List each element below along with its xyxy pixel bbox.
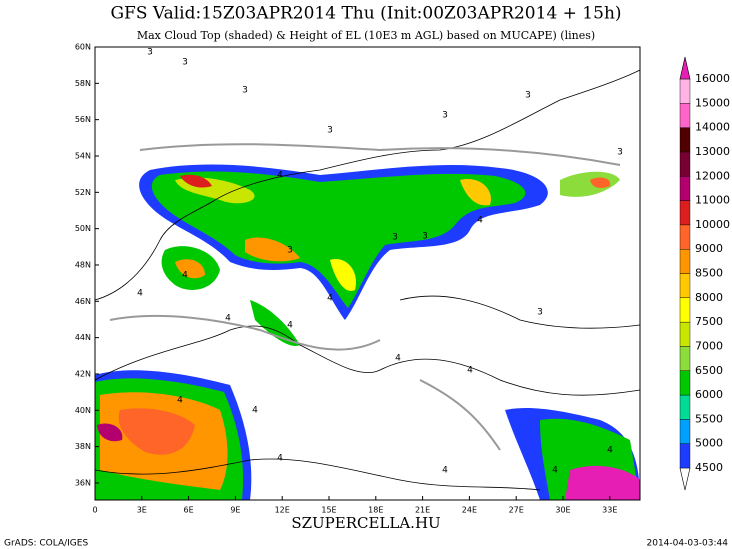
colorbar-label: 11000	[695, 194, 730, 207]
colorbar-label: 8000	[695, 291, 723, 304]
contour-label: 4	[552, 466, 558, 476]
contour-label: 3	[242, 86, 248, 96]
lon-label: 6E	[184, 506, 194, 515]
lon-label: 18E	[368, 506, 383, 515]
lat-label: 58N	[75, 79, 91, 88]
contour-label: 4	[277, 454, 283, 464]
colorbar-label: 10000	[695, 218, 730, 231]
lat-label: 44N	[75, 333, 91, 342]
colorbar-end	[679, 56, 691, 80]
colorbar-label: 4500	[695, 461, 723, 474]
colorbar-end	[679, 467, 691, 491]
colorbar-label: 13000	[695, 145, 730, 158]
colorbar-segment	[679, 78, 691, 104]
colorbar-label: 15000	[695, 96, 730, 109]
colorbar-label: 16000	[695, 72, 730, 85]
contour-label: 4	[442, 466, 448, 476]
map-area	[94, 46, 641, 501]
colorbar-segment	[679, 273, 691, 299]
contour-label: 4	[137, 289, 143, 299]
colorbar-segment	[679, 394, 691, 420]
contour-label: 4	[177, 396, 183, 406]
lon-label: 27E	[509, 506, 524, 515]
lat-label: 40N	[75, 406, 91, 415]
contour-label: 4	[477, 216, 483, 226]
lon-label: 12E	[275, 506, 290, 515]
colorbar-label: 5500	[695, 412, 723, 425]
lon-label: 33E	[602, 506, 617, 515]
contour-label: 4	[607, 446, 613, 456]
contour-label: 4	[252, 406, 258, 416]
lon-label: 21E	[415, 506, 430, 515]
contour-label: 3	[147, 48, 153, 58]
shading	[95, 164, 640, 500]
contour-label: 3	[442, 111, 448, 121]
contour-label: 4	[225, 314, 231, 324]
contour-label: 4	[287, 321, 293, 331]
colorbar-label: 7500	[695, 315, 723, 328]
el-contours	[109, 143, 621, 451]
lat-label: 56N	[75, 115, 91, 124]
contour-label: 3	[617, 148, 623, 158]
map-frame	[94, 46, 641, 501]
colorbar-segment	[679, 346, 691, 371]
title: GFS Valid:15Z03APR2014 Thu (Init:00Z03AP…	[110, 4, 621, 24]
lat-label: 60N	[75, 43, 91, 52]
lon-label: 9E	[230, 506, 240, 515]
contour-label: 4	[395, 354, 401, 364]
colorbar-segment	[679, 200, 691, 226]
contour-label: 4	[327, 294, 333, 304]
contour-label: 4	[467, 366, 473, 376]
contour-label: 3	[327, 126, 333, 136]
colorbar-segment	[679, 370, 691, 396]
colorbar-segment	[679, 248, 691, 274]
contour-label: 3	[287, 246, 293, 256]
colorbar-segment	[679, 419, 691, 444]
colorbar-segment	[679, 321, 691, 347]
colorbar-segment	[679, 127, 691, 153]
lon-label: 24E	[462, 506, 477, 515]
colorbar-segment	[679, 176, 691, 201]
lat-label: 48N	[75, 260, 91, 269]
colorbar-label: 9000	[695, 242, 723, 255]
site-label: SZUPERCELLA.HU	[291, 514, 440, 532]
lon-label: 30E	[555, 506, 570, 515]
contour-label: 3	[525, 91, 531, 101]
contour-label: 3	[537, 308, 543, 318]
lat-label: 36N	[75, 478, 91, 487]
lat-label: 42N	[75, 369, 91, 378]
colorbar-segment	[679, 443, 691, 469]
colorbar-segment	[679, 297, 691, 323]
credit-label: GrADS: COLA/IGES	[4, 539, 88, 549]
colorbar-segment	[679, 224, 691, 250]
coastlines	[95, 69, 640, 491]
lat-label: 46N	[75, 297, 91, 306]
colorbar-label: 6000	[695, 388, 723, 401]
lat-label: 54N	[75, 151, 91, 160]
colorbar-segment	[679, 103, 691, 128]
lon-label: 15E	[321, 506, 336, 515]
contour-label: 4	[277, 171, 283, 181]
lat-label: 50N	[75, 224, 91, 233]
colorbar-label: 8500	[695, 267, 723, 280]
contour-label: 3	[392, 233, 398, 243]
lat-label: 38N	[75, 442, 91, 451]
lon-label: 3E	[137, 506, 147, 515]
contour-label: 4	[182, 271, 188, 281]
timestamp-label: 2014-04-03-03:44	[647, 539, 729, 549]
lon-label: 0	[92, 506, 97, 515]
colorbar-segment	[679, 151, 691, 177]
colorbar-label: 7000	[695, 339, 723, 352]
contour-label: 3	[422, 232, 428, 242]
subtitle: Max Cloud Top (shaded) & Height of EL (1…	[137, 29, 595, 42]
colorbar-label: 6500	[695, 364, 723, 377]
colorbar-label: 14000	[695, 121, 730, 134]
colorbar-label: 12000	[695, 169, 730, 182]
colorbar-label: 5000	[695, 437, 723, 450]
contour-label: 3	[182, 58, 188, 68]
lat-label: 52N	[75, 188, 91, 197]
